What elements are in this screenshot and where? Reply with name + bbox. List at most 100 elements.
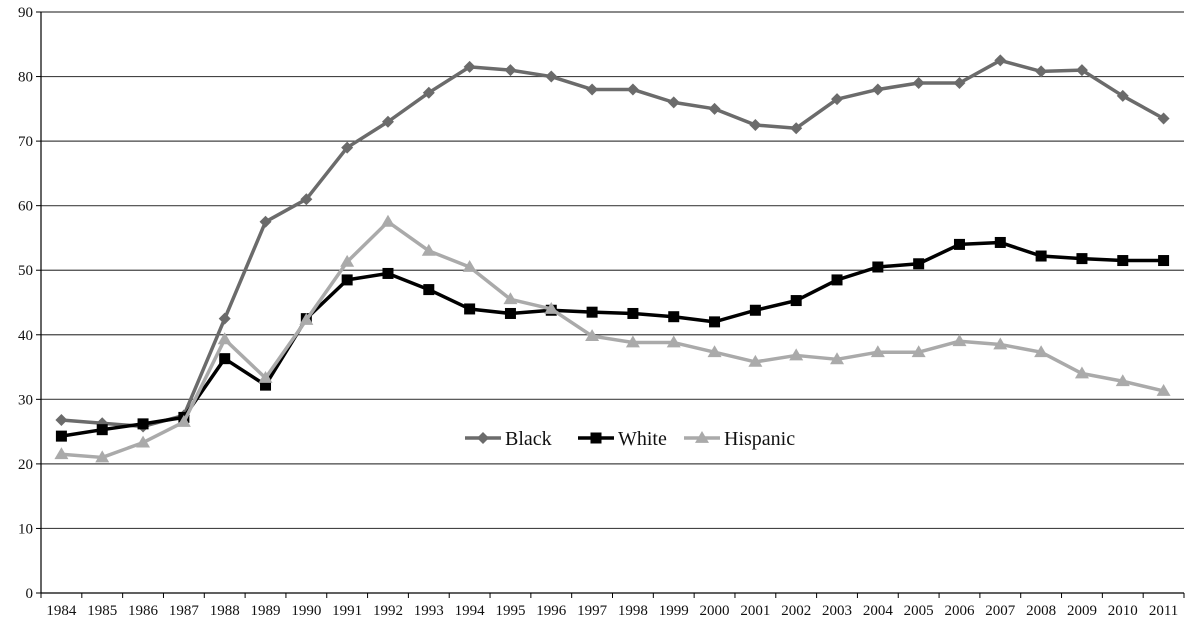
data-point-hispanic xyxy=(380,214,395,227)
legend-item-hispanic: Hispanic xyxy=(684,428,795,450)
x-tick-label: 1986 xyxy=(128,603,159,619)
x-tick-label: 1993 xyxy=(414,603,444,619)
data-point-white xyxy=(1158,255,1170,267)
data-point-hispanic xyxy=(217,332,232,345)
data-point-hispanic xyxy=(625,335,640,348)
data-point-white xyxy=(953,238,965,250)
legend-label-black: Black xyxy=(505,428,552,450)
x-tick-label: 1995 xyxy=(495,603,525,619)
x-tick-label: 1989 xyxy=(251,603,281,619)
legend-label-hispanic: Hispanic xyxy=(724,428,795,450)
data-point-black xyxy=(790,122,803,135)
data-point-white xyxy=(55,430,67,442)
data-point-black xyxy=(218,312,231,325)
series-white xyxy=(55,236,1170,442)
data-point-black xyxy=(994,54,1007,67)
data-point-white xyxy=(831,274,843,286)
data-point-black xyxy=(545,70,558,83)
data-point-black xyxy=(667,96,680,109)
data-point-hispanic xyxy=(136,435,151,448)
gridlines xyxy=(41,11,1184,530)
data-point-hispanic xyxy=(1115,374,1130,387)
data-point-hispanic xyxy=(870,345,885,358)
data-point-white xyxy=(96,424,108,436)
data-point-hispanic xyxy=(54,447,69,460)
data-point-hispanic xyxy=(1034,345,1049,358)
data-point-black xyxy=(1035,65,1048,78)
data-point-black xyxy=(953,77,966,90)
data-point-hispanic xyxy=(1156,383,1171,396)
data-point-hispanic xyxy=(299,312,314,325)
data-point-white xyxy=(219,353,231,365)
data-point-black xyxy=(586,83,599,96)
series-hispanic xyxy=(54,214,1171,463)
data-point-white xyxy=(586,306,598,318)
y-tick-label: 60 xyxy=(18,199,33,215)
series-lines xyxy=(54,54,1171,463)
data-point-black xyxy=(912,77,925,90)
data-point-white xyxy=(668,311,680,323)
data-point-hispanic xyxy=(421,243,436,256)
x-tick-label: 1985 xyxy=(87,603,117,619)
legend: Black White Hispanic xyxy=(465,428,795,450)
data-point-hispanic xyxy=(340,254,355,267)
y-axis-tick-labels: 0 10 20 30 40 50 60 70 80 90 xyxy=(18,5,33,602)
data-point-hispanic xyxy=(95,450,110,463)
x-tick-label: 1997 xyxy=(577,603,608,619)
y-tick-label: 70 xyxy=(18,134,33,150)
data-point-white xyxy=(382,267,394,279)
data-point-black xyxy=(831,93,844,106)
data-point-black xyxy=(626,83,639,96)
data-point-hispanic xyxy=(462,259,477,272)
series-line-white xyxy=(61,240,1164,438)
legend-marker-white xyxy=(590,432,602,444)
x-tick-label: 2003 xyxy=(822,603,852,619)
x-tick-label: 1998 xyxy=(618,603,648,619)
series-black xyxy=(55,54,1170,433)
legend-marker-black xyxy=(477,432,489,444)
data-point-white xyxy=(423,284,435,296)
legend-label-white: White xyxy=(618,428,667,450)
x-tick-label: 1987 xyxy=(169,603,200,619)
x-tick-label: 1994 xyxy=(455,603,486,619)
data-point-black xyxy=(708,102,721,115)
data-point-white xyxy=(1076,253,1088,265)
x-tick-label: 2007 xyxy=(985,603,1016,619)
data-point-hispanic xyxy=(1074,366,1089,379)
x-tick-label: 1992 xyxy=(373,603,403,619)
x-tick-label: 2010 xyxy=(1108,603,1138,619)
x-tick-label: 2009 xyxy=(1067,603,1097,619)
data-point-white xyxy=(137,418,149,430)
data-point-black xyxy=(504,64,517,77)
data-point-black xyxy=(300,193,313,206)
y-tick-label: 0 xyxy=(26,586,34,602)
data-point-black xyxy=(341,141,354,154)
data-point-hispanic xyxy=(544,301,559,314)
x-tick-label: 2001 xyxy=(740,603,770,619)
data-point-black xyxy=(1075,64,1088,77)
series-line-hispanic xyxy=(61,220,1164,460)
data-point-hispanic xyxy=(911,345,926,358)
y-tick-label: 50 xyxy=(18,263,33,279)
data-point-black xyxy=(422,86,435,99)
y-tick-label: 80 xyxy=(18,70,33,86)
data-point-white xyxy=(1035,250,1047,262)
x-tick-label: 1988 xyxy=(210,603,240,619)
data-point-hispanic xyxy=(707,345,722,358)
x-tick-label: 1990 xyxy=(291,603,321,619)
y-tick-label: 40 xyxy=(18,328,33,344)
data-point-black xyxy=(871,83,884,96)
data-point-hispanic xyxy=(503,292,518,305)
data-point-black xyxy=(463,60,476,73)
data-point-white xyxy=(341,274,353,286)
data-point-white xyxy=(709,316,721,328)
data-point-hispanic xyxy=(258,371,273,383)
x-tick-label: 2004 xyxy=(863,603,894,619)
x-tick-label: 1991 xyxy=(332,603,362,619)
data-point-black xyxy=(1116,89,1129,102)
y-tick-label: 20 xyxy=(18,457,33,473)
y-tick-label: 10 xyxy=(18,521,33,537)
data-point-white xyxy=(504,307,516,319)
data-point-hispanic xyxy=(666,335,681,348)
